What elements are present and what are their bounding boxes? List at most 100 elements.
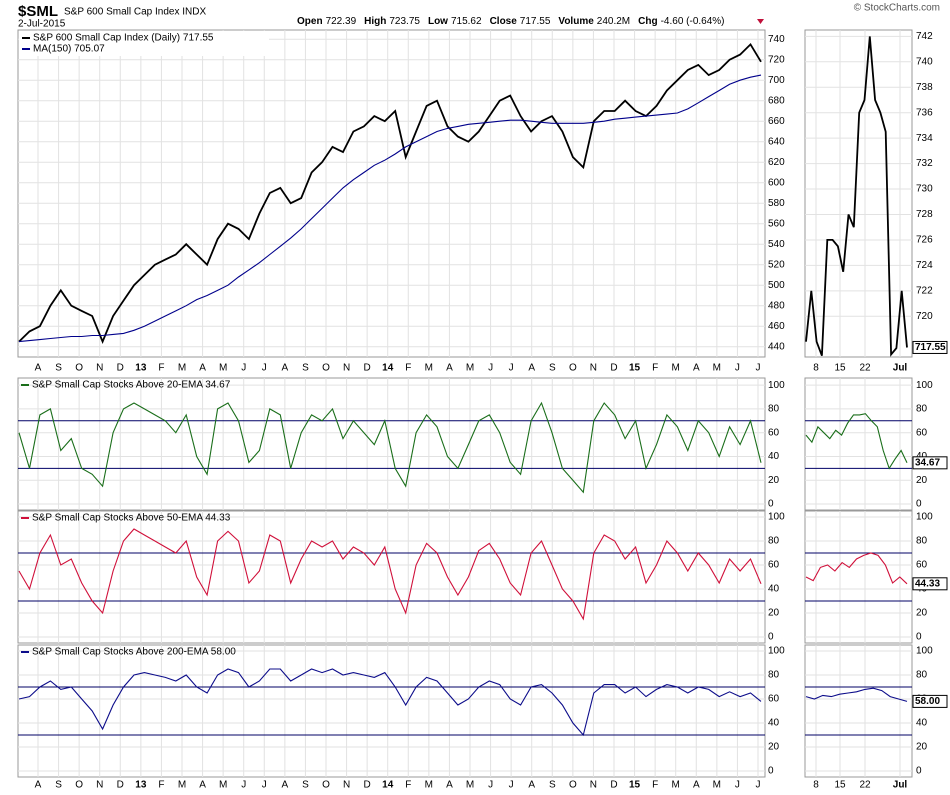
zoom-x-tick-label: 15 bbox=[834, 363, 846, 374]
x-tick-label: M bbox=[713, 363, 721, 374]
panel-title: S&P Small Cap Stocks Above 200-EMA 58.00 bbox=[32, 647, 236, 658]
x-tick-label: O bbox=[322, 780, 330, 791]
zoom-y-tick-label: 40 bbox=[916, 718, 928, 729]
zoom-y-tick-label: 736 bbox=[916, 107, 933, 118]
zoom-y-tick-label: 728 bbox=[916, 209, 933, 220]
x-tick-label: 15 bbox=[629, 363, 641, 374]
last-value-box bbox=[912, 694, 948, 708]
x-tick-label: O bbox=[569, 780, 577, 791]
x-tick-label: A bbox=[282, 780, 289, 791]
x-tick-label: J bbox=[735, 780, 740, 791]
x-tick-label: M bbox=[466, 363, 474, 374]
x-tick-label: F bbox=[158, 363, 164, 374]
x-tick-label: 14 bbox=[382, 363, 394, 374]
last-value-box bbox=[912, 456, 948, 470]
x-tick-label: M bbox=[466, 780, 474, 791]
x-tick-label: J bbox=[509, 363, 514, 374]
x-tick-label: A bbox=[693, 363, 700, 374]
x-tick-label: A bbox=[528, 780, 535, 791]
quote-row: Open 722.39 High 723.75 Low 715.62 Close 717.55… bbox=[297, 16, 725, 27]
x-tick-label: 15 bbox=[629, 780, 641, 791]
y-tick-label: 100 bbox=[768, 380, 785, 391]
zoom-y-tick-label: 742 bbox=[916, 31, 933, 42]
zoom-y-tick-label: 732 bbox=[916, 158, 933, 169]
zoom-y-tick-label: 726 bbox=[916, 235, 933, 246]
zoom-frame bbox=[804, 510, 913, 644]
y-tick-label: 60 bbox=[768, 427, 780, 438]
x-tick-label: M bbox=[178, 363, 186, 374]
last-value-label: 717.55 bbox=[915, 342, 946, 353]
x-tick-label: J bbox=[756, 363, 761, 374]
quote-label: Open bbox=[297, 16, 323, 27]
y-tick-label: 500 bbox=[768, 280, 785, 291]
x-tick-label: A bbox=[446, 780, 453, 791]
x-tick-label: D bbox=[117, 780, 124, 791]
zoom-y-tick-label: 720 bbox=[916, 311, 933, 322]
y-tick-label: 60 bbox=[768, 694, 780, 705]
x-tick-label: F bbox=[652, 363, 658, 374]
zoom-x-tick-label: Jul bbox=[893, 363, 908, 374]
zoom-frame bbox=[804, 644, 913, 778]
y-tick-label: 440 bbox=[768, 341, 785, 352]
legend-box bbox=[19, 31, 269, 56]
legend-label: S&P 600 Small Cap Index (Daily) 717.55 bbox=[33, 33, 214, 44]
y-tick-label: 40 bbox=[768, 584, 780, 595]
zoom-x-tick-label: 15 bbox=[834, 780, 846, 791]
x-tick-label: N bbox=[343, 780, 350, 791]
x-tick-label: J bbox=[488, 363, 493, 374]
y-tick-label: 0 bbox=[768, 766, 774, 777]
x-tick-label: S bbox=[549, 363, 556, 374]
x-tick-label: J bbox=[488, 780, 493, 791]
y-tick-label: 80 bbox=[768, 670, 780, 681]
x-tick-label: D bbox=[610, 780, 617, 791]
zoom-x-tick-label: 8 bbox=[813, 363, 819, 374]
x-tick-label: J bbox=[262, 363, 267, 374]
y-tick-label: 100 bbox=[768, 512, 785, 523]
zoom-frame bbox=[804, 377, 913, 511]
zoom-y-tick-label: 0 bbox=[916, 632, 922, 643]
y-tick-label: 680 bbox=[768, 95, 785, 106]
x-tick-label: M bbox=[672, 363, 680, 374]
zoom-y-tick-label: 20 bbox=[916, 608, 928, 619]
x-tick-label: J bbox=[241, 363, 246, 374]
x-tick-label: M bbox=[219, 780, 227, 791]
y-tick-label: 540 bbox=[768, 239, 785, 250]
zoom-y-tick-label: 60 bbox=[916, 560, 928, 571]
x-tick-label: S bbox=[55, 363, 62, 374]
quote-label: High bbox=[364, 16, 386, 27]
y-tick-label: 580 bbox=[768, 198, 785, 209]
x-tick-label: O bbox=[322, 363, 330, 374]
x-tick-label: M bbox=[713, 780, 721, 791]
x-tick-label: O bbox=[569, 363, 577, 374]
x-tick-label: M bbox=[178, 780, 186, 791]
last-value-label: 58.00 bbox=[915, 696, 940, 707]
x-tick-label: D bbox=[364, 363, 371, 374]
y-tick-label: 80 bbox=[768, 404, 780, 415]
x-tick-label: 13 bbox=[135, 363, 147, 374]
quote-label: Low bbox=[428, 16, 448, 27]
symbol: $SML bbox=[18, 3, 58, 20]
x-tick-label: F bbox=[158, 780, 164, 791]
x-tick-label: J bbox=[241, 780, 246, 791]
x-tick-label: M bbox=[425, 363, 433, 374]
x-tick-label: A bbox=[528, 363, 535, 374]
zoom-y-tick-label: 724 bbox=[916, 260, 933, 271]
y-tick-label: 720 bbox=[768, 54, 785, 65]
quote-label: Close bbox=[490, 16, 518, 27]
x-tick-label: F bbox=[405, 780, 411, 791]
y-tick-label: 20 bbox=[768, 475, 780, 486]
panel-frame bbox=[17, 29, 766, 358]
change-arrow bbox=[757, 19, 764, 24]
last-value-box bbox=[912, 340, 948, 354]
panel-frame bbox=[17, 644, 766, 778]
x-tick-label: M bbox=[672, 780, 680, 791]
zoom-line bbox=[805, 687, 908, 702]
y-tick-label: 0 bbox=[768, 499, 774, 510]
x-tick-label: A bbox=[35, 363, 42, 374]
panel-frame bbox=[17, 510, 766, 644]
x-tick-label: F bbox=[652, 780, 658, 791]
x-tick-label: S bbox=[549, 780, 556, 791]
zoom-y-tick-label: 100 bbox=[916, 646, 933, 657]
zoom-y-tick-label: 20 bbox=[916, 475, 928, 486]
quote-label: Volume bbox=[558, 16, 594, 27]
